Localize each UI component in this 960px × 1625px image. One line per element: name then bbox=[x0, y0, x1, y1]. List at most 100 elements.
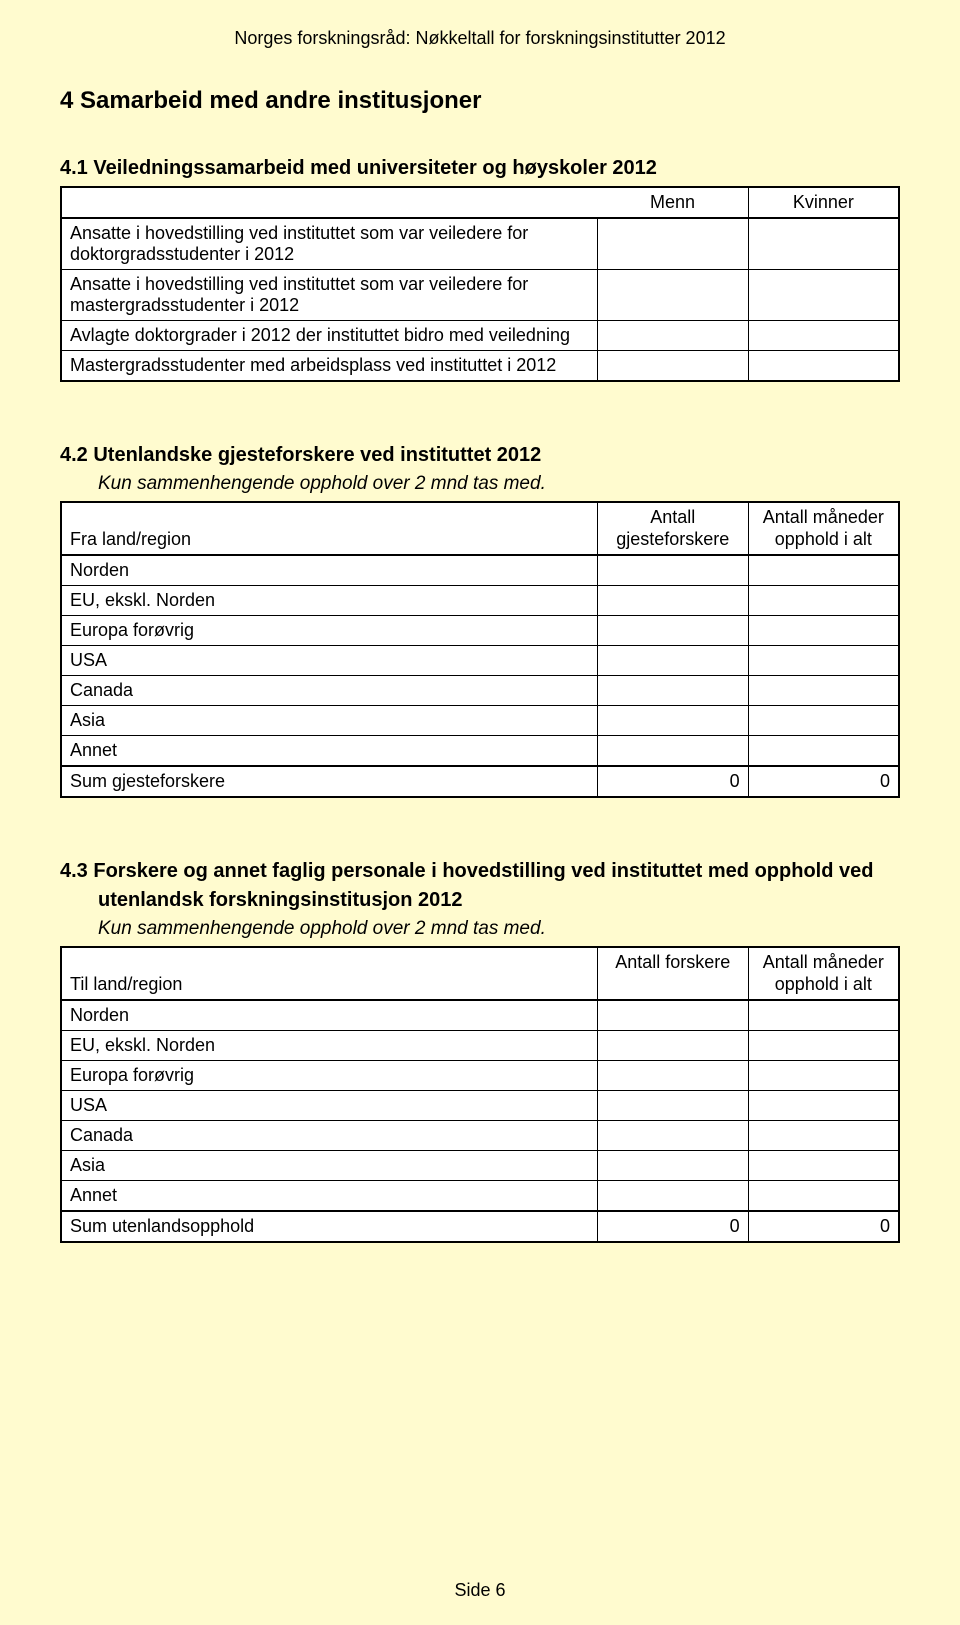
sum-value: 0 bbox=[748, 1211, 899, 1242]
section-4-2-note: Kun sammenhengende opphold over 2 mnd ta… bbox=[98, 473, 900, 495]
row-label: Europa forøvrig bbox=[61, 1061, 597, 1091]
table-row: Canada bbox=[61, 676, 899, 706]
row-label: Avlagte doktorgrader i 2012 der institut… bbox=[61, 321, 597, 351]
cell bbox=[748, 646, 899, 676]
table-row: Europa forøvrig bbox=[61, 1061, 899, 1091]
cell bbox=[597, 616, 748, 646]
cell bbox=[748, 218, 899, 270]
page-footer: Side 6 bbox=[0, 1580, 960, 1601]
cell bbox=[748, 555, 899, 586]
row-label: EU, ekskl. Norden bbox=[61, 586, 597, 616]
sum-label: Sum gjesteforskere bbox=[61, 766, 597, 797]
table-row: Europa forøvrig bbox=[61, 616, 899, 646]
table-row: Annet bbox=[61, 736, 899, 767]
row-label: Asia bbox=[61, 706, 597, 736]
row-label: Annet bbox=[61, 736, 597, 767]
table-4-3-col2: Antall forskere bbox=[597, 947, 748, 1000]
table-row: USA bbox=[61, 1091, 899, 1121]
table-row: Avlagte doktorgrader i 2012 der institut… bbox=[61, 321, 899, 351]
section-4-3-note: Kun sammenhengende opphold over 2 mnd ta… bbox=[98, 918, 900, 940]
row-label: Norden bbox=[61, 1000, 597, 1031]
cell bbox=[748, 1151, 899, 1181]
cell bbox=[597, 555, 748, 586]
table-sum-row: Sum utenlandsopphold 0 0 bbox=[61, 1211, 899, 1242]
table-4-2: Fra land/region Antall gjesteforskere An… bbox=[60, 501, 900, 798]
cell bbox=[597, 1151, 748, 1181]
cell bbox=[597, 736, 748, 767]
table-4-1-col1 bbox=[61, 187, 597, 218]
cell bbox=[597, 706, 748, 736]
section-4-3-title-line2: utenlandsk forskningsinstitusjon 2012 bbox=[98, 889, 900, 912]
table-row: EU, ekskl. Norden bbox=[61, 1031, 899, 1061]
cell bbox=[597, 1031, 748, 1061]
cell bbox=[748, 736, 899, 767]
table-4-1: Menn Kvinner Ansatte i hovedstilling ved… bbox=[60, 186, 900, 382]
row-label: Canada bbox=[61, 1121, 597, 1151]
cell bbox=[597, 1061, 748, 1091]
row-label: Ansatte i hovedstilling ved instituttet … bbox=[61, 270, 597, 321]
cell bbox=[748, 321, 899, 351]
cell bbox=[748, 586, 899, 616]
table-row: Asia bbox=[61, 1151, 899, 1181]
cell bbox=[748, 1061, 899, 1091]
table-row: Norden bbox=[61, 555, 899, 586]
cell bbox=[748, 1121, 899, 1151]
table-4-2-col3: Antall måneder opphold i alt bbox=[748, 502, 899, 555]
section-4-title: 4 Samarbeid med andre institusjoner bbox=[60, 87, 900, 115]
table-4-2-col1: Fra land/region bbox=[61, 502, 597, 555]
cell bbox=[748, 1031, 899, 1061]
table-row: Asia bbox=[61, 706, 899, 736]
sum-value: 0 bbox=[748, 766, 899, 797]
page: Norges forskningsråd: Nøkkeltall for for… bbox=[0, 0, 960, 1625]
table-row: Mastergradsstudenter med arbeidsplass ve… bbox=[61, 351, 899, 382]
row-label: Annet bbox=[61, 1181, 597, 1212]
cell bbox=[597, 586, 748, 616]
cell bbox=[597, 1121, 748, 1151]
table-row: Norden bbox=[61, 1000, 899, 1031]
table-row: Ansatte i hovedstilling ved instituttet … bbox=[61, 218, 899, 270]
table-4-3-col1: Til land/region bbox=[61, 947, 597, 1000]
row-label: Norden bbox=[61, 555, 597, 586]
cell bbox=[748, 616, 899, 646]
table-4-1-col-menn: Menn bbox=[597, 187, 748, 218]
cell bbox=[597, 351, 748, 382]
table-4-1-col-kvinner: Kvinner bbox=[748, 187, 899, 218]
table-row: Canada bbox=[61, 1121, 899, 1151]
section-4-2-title: 4.2 Utenlandske gjesteforskere ved insti… bbox=[60, 444, 900, 467]
cell bbox=[748, 706, 899, 736]
cell bbox=[597, 270, 748, 321]
section-4-3-title-line1: 4.3 Forskere og annet faglig personale i… bbox=[60, 860, 900, 883]
sum-label: Sum utenlandsopphold bbox=[61, 1211, 597, 1242]
cell bbox=[748, 1091, 899, 1121]
cell bbox=[597, 321, 748, 351]
cell bbox=[748, 351, 899, 382]
section-4-1-title: 4.1 Veiledningssamarbeid med universitet… bbox=[60, 157, 900, 180]
table-row: Annet bbox=[61, 1181, 899, 1212]
cell bbox=[748, 1000, 899, 1031]
cell bbox=[748, 1181, 899, 1212]
cell bbox=[597, 676, 748, 706]
row-label: Europa forøvrig bbox=[61, 616, 597, 646]
row-label: USA bbox=[61, 646, 597, 676]
row-label: USA bbox=[61, 1091, 597, 1121]
cell bbox=[597, 1000, 748, 1031]
table-4-3: Til land/region Antall forskere Antall m… bbox=[60, 946, 900, 1243]
cell bbox=[597, 1181, 748, 1212]
sum-value: 0 bbox=[597, 1211, 748, 1242]
cell bbox=[748, 676, 899, 706]
row-label: Canada bbox=[61, 676, 597, 706]
table-sum-row: Sum gjesteforskere 0 0 bbox=[61, 766, 899, 797]
sum-value: 0 bbox=[597, 766, 748, 797]
cell bbox=[748, 270, 899, 321]
page-header: Norges forskningsråd: Nøkkeltall for for… bbox=[60, 28, 900, 49]
table-4-2-col2: Antall gjesteforskere bbox=[597, 502, 748, 555]
table-4-3-col3: Antall måneder opphold i alt bbox=[748, 947, 899, 1000]
table-row: USA bbox=[61, 646, 899, 676]
row-label: EU, ekskl. Norden bbox=[61, 1031, 597, 1061]
row-label: Mastergradsstudenter med arbeidsplass ve… bbox=[61, 351, 597, 382]
cell bbox=[597, 646, 748, 676]
cell bbox=[597, 1091, 748, 1121]
table-row: Ansatte i hovedstilling ved instituttet … bbox=[61, 270, 899, 321]
row-label: Ansatte i hovedstilling ved instituttet … bbox=[61, 218, 597, 270]
row-label: Asia bbox=[61, 1151, 597, 1181]
